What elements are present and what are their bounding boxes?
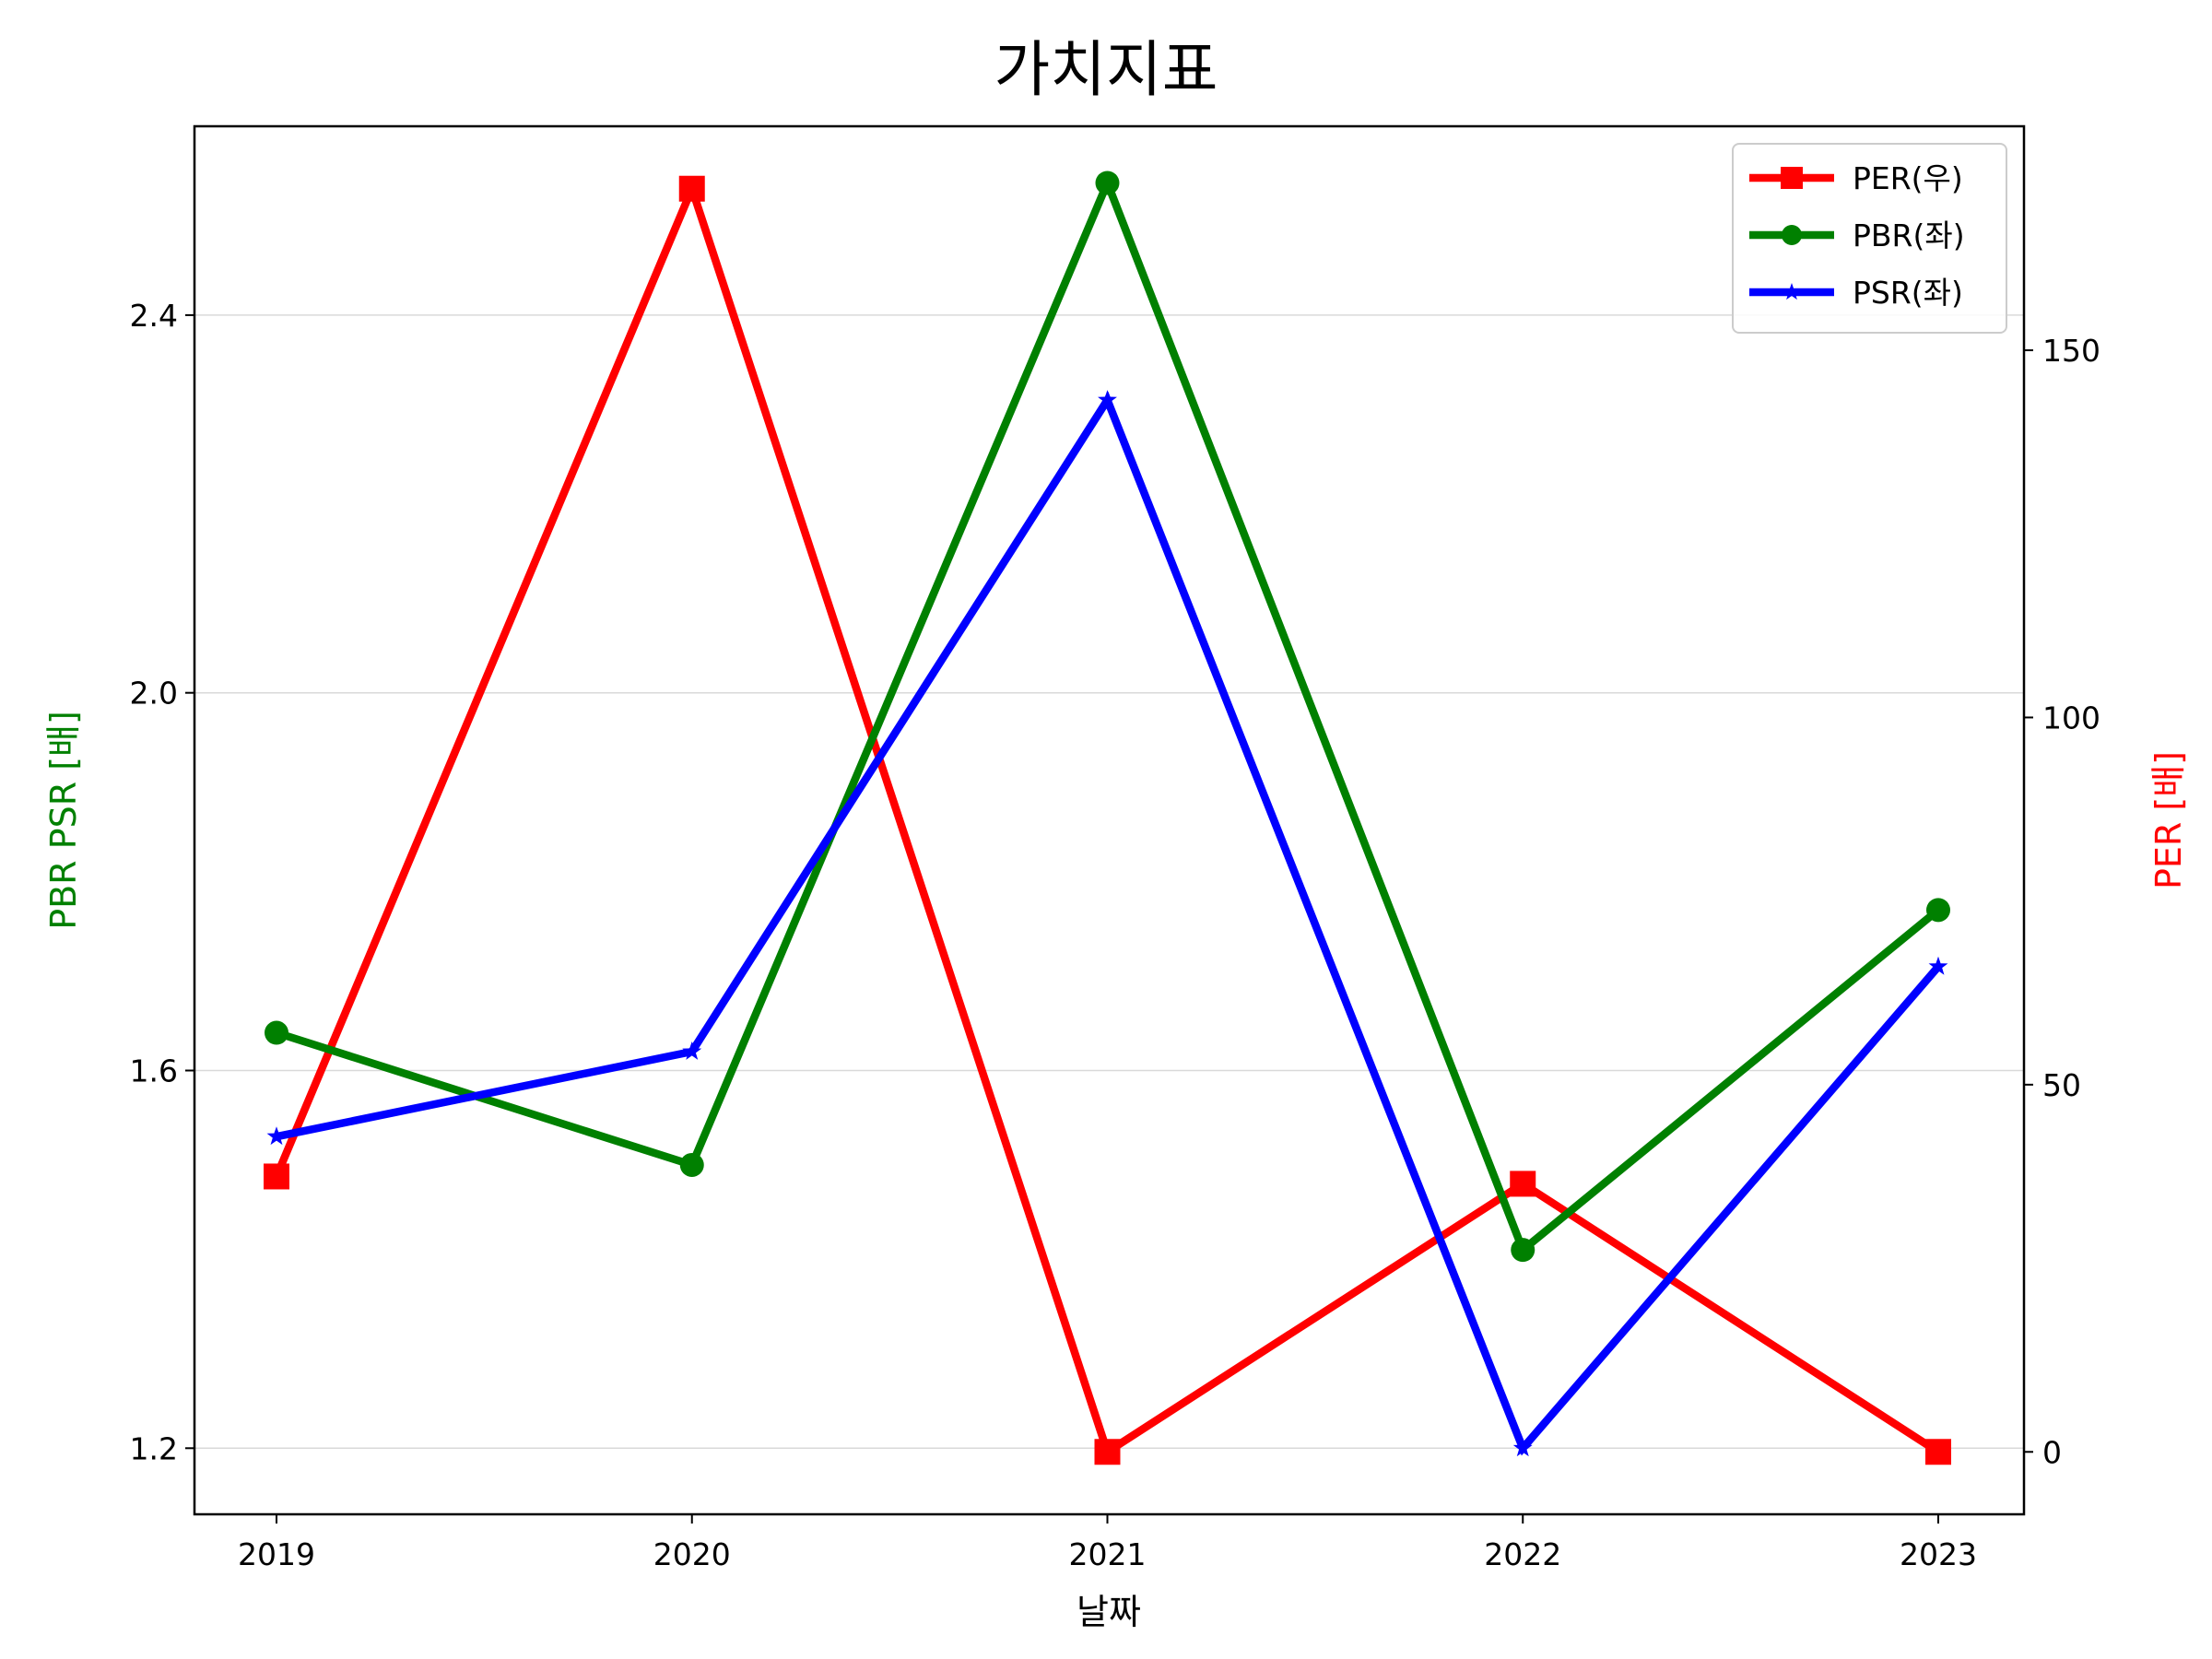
series-PBR(좌) bbox=[265, 171, 1950, 1263]
data-point bbox=[266, 1126, 287, 1146]
legend: PER(우) PBR(좌) PSR(좌) bbox=[1732, 143, 2007, 334]
data-point bbox=[678, 175, 705, 202]
data-point bbox=[1928, 956, 1948, 975]
data-point bbox=[1512, 1438, 1533, 1457]
y-right-tick-label: 150 bbox=[2042, 333, 2100, 369]
legend-label: PER(우) bbox=[1853, 160, 1963, 196]
y-left-tick-label: 2.4 bbox=[130, 298, 178, 334]
y-axis-left-label: PBR PSR [배] bbox=[43, 711, 84, 930]
data-point bbox=[1098, 390, 1117, 408]
y-axis-left: 1.2 1.6 2.0 2.4 bbox=[130, 298, 194, 1466]
legend-label: PBR(좌) bbox=[1853, 218, 1965, 253]
data-point bbox=[1511, 1238, 1535, 1263]
y-axis-right-label: PER [배] bbox=[2148, 751, 2189, 889]
y-right-tick-label: 100 bbox=[2042, 700, 2100, 735]
series-line bbox=[275, 172, 1941, 1257]
x-tick-label: 2019 bbox=[238, 1536, 315, 1572]
legend-marker bbox=[1783, 283, 1801, 300]
y-axis-right: 0 50 100 150 bbox=[2024, 333, 2100, 1470]
legend-marker bbox=[1781, 167, 1803, 189]
data-point bbox=[682, 1041, 702, 1060]
data-point bbox=[679, 1152, 704, 1177]
data-point bbox=[265, 1020, 288, 1045]
chart-title: 가치지표 bbox=[994, 34, 1218, 105]
legend-marker bbox=[1782, 225, 1802, 245]
x-tick-label: 2020 bbox=[653, 1536, 731, 1572]
legend-label: PSR(좌) bbox=[1853, 275, 1963, 311]
data-point bbox=[1926, 898, 1950, 923]
y-left-tick-label: 1.6 bbox=[130, 1053, 178, 1088]
data-point bbox=[1094, 1439, 1121, 1465]
grid-lines bbox=[194, 314, 2024, 1450]
y-right-tick-label: 0 bbox=[2042, 1434, 2062, 1470]
data-point bbox=[264, 1163, 289, 1190]
y-left-tick-label: 2.0 bbox=[130, 676, 178, 712]
x-axis-label: 날짜 bbox=[1077, 1592, 1141, 1632]
data-point bbox=[1510, 1171, 1536, 1197]
series-line bbox=[273, 177, 1941, 1458]
y-left-tick-label: 1.2 bbox=[130, 1430, 178, 1466]
series-layer bbox=[264, 171, 1951, 1465]
y-right-tick-label: 50 bbox=[2042, 1067, 2081, 1103]
x-tick-label: 2023 bbox=[1900, 1536, 1977, 1572]
plot-frame bbox=[193, 124, 2026, 1516]
data-point bbox=[1095, 171, 1120, 195]
series-PER(우) bbox=[264, 175, 1951, 1465]
x-tick-label: 2022 bbox=[1484, 1536, 1561, 1572]
x-axis: 2019 2020 2021 2022 2023 bbox=[238, 1514, 1977, 1572]
data-point bbox=[1925, 1439, 1951, 1465]
series-PSR(좌) bbox=[266, 390, 1948, 1457]
legend-frame bbox=[1732, 143, 2007, 334]
x-tick-label: 2021 bbox=[1069, 1536, 1147, 1572]
